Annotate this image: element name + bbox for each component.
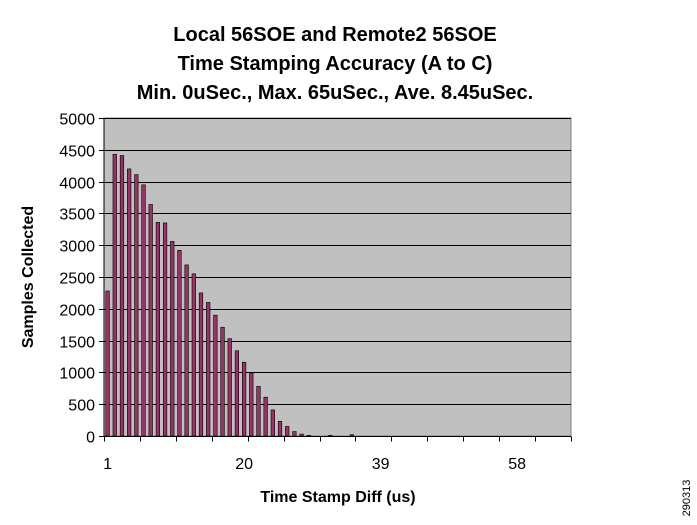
x-tick-label: 39 bbox=[372, 456, 390, 473]
bar bbox=[220, 326, 225, 437]
bar bbox=[328, 435, 333, 437]
chart-title-line-1: Local 56SOE and Remote2 56SOE bbox=[173, 24, 496, 46]
y-tick-label: 3500 bbox=[59, 207, 95, 224]
bar bbox=[105, 290, 110, 437]
y-tick-label: 2500 bbox=[59, 271, 95, 288]
bar bbox=[184, 264, 189, 437]
y-tick-label: 1000 bbox=[59, 366, 95, 383]
bar bbox=[148, 204, 153, 437]
bar bbox=[292, 431, 297, 437]
x-tick-label: 58 bbox=[508, 456, 526, 473]
bar bbox=[141, 184, 146, 437]
bar bbox=[306, 435, 311, 437]
bar bbox=[234, 350, 240, 437]
bar bbox=[134, 174, 139, 437]
x-tick-label: 1 bbox=[103, 456, 112, 473]
bar bbox=[155, 222, 160, 437]
bar bbox=[112, 153, 117, 437]
y-tick-label: 500 bbox=[68, 398, 95, 415]
bar bbox=[299, 433, 304, 437]
bar bbox=[256, 386, 261, 437]
bar bbox=[127, 168, 132, 437]
x-tick-label: 20 bbox=[235, 456, 253, 473]
y-axis-title: Samples Collected bbox=[20, 206, 37, 348]
bars bbox=[105, 153, 354, 437]
bar bbox=[242, 361, 247, 437]
y-tick-label: 2000 bbox=[59, 303, 95, 320]
bar bbox=[119, 155, 125, 437]
y-tick-label: 5000 bbox=[59, 112, 95, 129]
bar bbox=[198, 292, 204, 437]
bar bbox=[227, 338, 232, 437]
chart-title-line-2: Time Stamping Accuracy (A to C) bbox=[178, 53, 493, 75]
x-axis-title: Time Stamp Diff (us) bbox=[260, 489, 415, 506]
bar bbox=[177, 249, 182, 437]
y-tick-label: 3000 bbox=[59, 239, 95, 256]
bar bbox=[191, 273, 196, 437]
bar bbox=[249, 372, 254, 437]
bar bbox=[277, 421, 283, 437]
bar bbox=[213, 314, 218, 437]
y-tick-label: 4000 bbox=[59, 176, 95, 193]
grid-lines bbox=[104, 118, 571, 405]
bar bbox=[285, 426, 290, 437]
y-tick-label: 1500 bbox=[59, 335, 95, 352]
bar bbox=[162, 222, 168, 437]
y-tick-label: 4500 bbox=[59, 144, 95, 161]
y-axis: 0 500 1000 1500 2000 2500 3000 3500 4000 4500 5000 bbox=[59, 112, 105, 447]
bar bbox=[206, 302, 211, 437]
bar bbox=[263, 396, 268, 437]
x-axis: 1 20 39 58 bbox=[103, 436, 572, 473]
chart-title-line-3: Min. 0uSec., Max. 65uSec., Ave. 8.45uSec… bbox=[137, 82, 533, 104]
bar bbox=[270, 409, 275, 437]
bar bbox=[170, 241, 175, 437]
y-tick-label: 0 bbox=[86, 430, 95, 447]
figure-id: 290313 bbox=[681, 480, 693, 517]
bar bbox=[349, 434, 354, 437]
